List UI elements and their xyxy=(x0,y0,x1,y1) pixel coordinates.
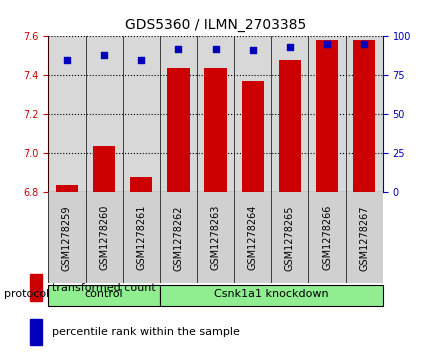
Point xyxy=(175,46,182,52)
Bar xyxy=(30,274,42,301)
Point xyxy=(323,41,330,47)
Point xyxy=(138,57,145,62)
Point xyxy=(286,44,293,50)
Text: GSM1278264: GSM1278264 xyxy=(248,205,258,270)
Point xyxy=(63,57,70,62)
Bar xyxy=(279,60,301,192)
Bar xyxy=(48,285,160,306)
Bar xyxy=(353,40,375,192)
Text: GSM1278259: GSM1278259 xyxy=(62,205,72,270)
Text: GSM1278267: GSM1278267 xyxy=(359,205,369,270)
Bar xyxy=(316,40,338,192)
Text: GSM1278262: GSM1278262 xyxy=(173,205,183,270)
Text: GSM1278266: GSM1278266 xyxy=(322,205,332,270)
Bar xyxy=(30,319,42,345)
Bar xyxy=(242,81,264,192)
Text: protocol: protocol xyxy=(4,289,50,299)
Text: GSM1278265: GSM1278265 xyxy=(285,205,295,270)
Point xyxy=(212,46,219,52)
Title: GDS5360 / ILMN_2703385: GDS5360 / ILMN_2703385 xyxy=(125,19,306,33)
Text: GSM1278263: GSM1278263 xyxy=(211,205,220,270)
Bar xyxy=(167,68,190,192)
Point xyxy=(249,48,256,53)
Text: GSM1278261: GSM1278261 xyxy=(136,205,146,270)
Text: transformed count: transformed count xyxy=(52,283,155,293)
Text: Csnk1a1 knockdown: Csnk1a1 knockdown xyxy=(214,289,329,299)
Text: percentile rank within the sample: percentile rank within the sample xyxy=(52,327,239,337)
Bar xyxy=(130,177,152,192)
Point xyxy=(361,41,368,47)
Bar xyxy=(93,146,115,192)
Text: GSM1278260: GSM1278260 xyxy=(99,205,109,270)
Bar xyxy=(205,68,227,192)
Point xyxy=(101,52,108,58)
Bar xyxy=(56,185,78,192)
Text: control: control xyxy=(85,289,124,299)
Bar xyxy=(160,285,383,306)
